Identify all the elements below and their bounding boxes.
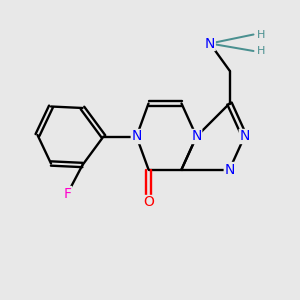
Text: N: N — [224, 163, 235, 176]
Text: F: F — [64, 187, 71, 200]
Text: N: N — [191, 130, 202, 143]
Text: N: N — [239, 130, 250, 143]
Text: H: H — [256, 29, 265, 40]
Text: H: H — [256, 46, 265, 56]
Text: N: N — [131, 130, 142, 143]
Text: O: O — [143, 196, 154, 209]
Text: N: N — [205, 37, 215, 50]
